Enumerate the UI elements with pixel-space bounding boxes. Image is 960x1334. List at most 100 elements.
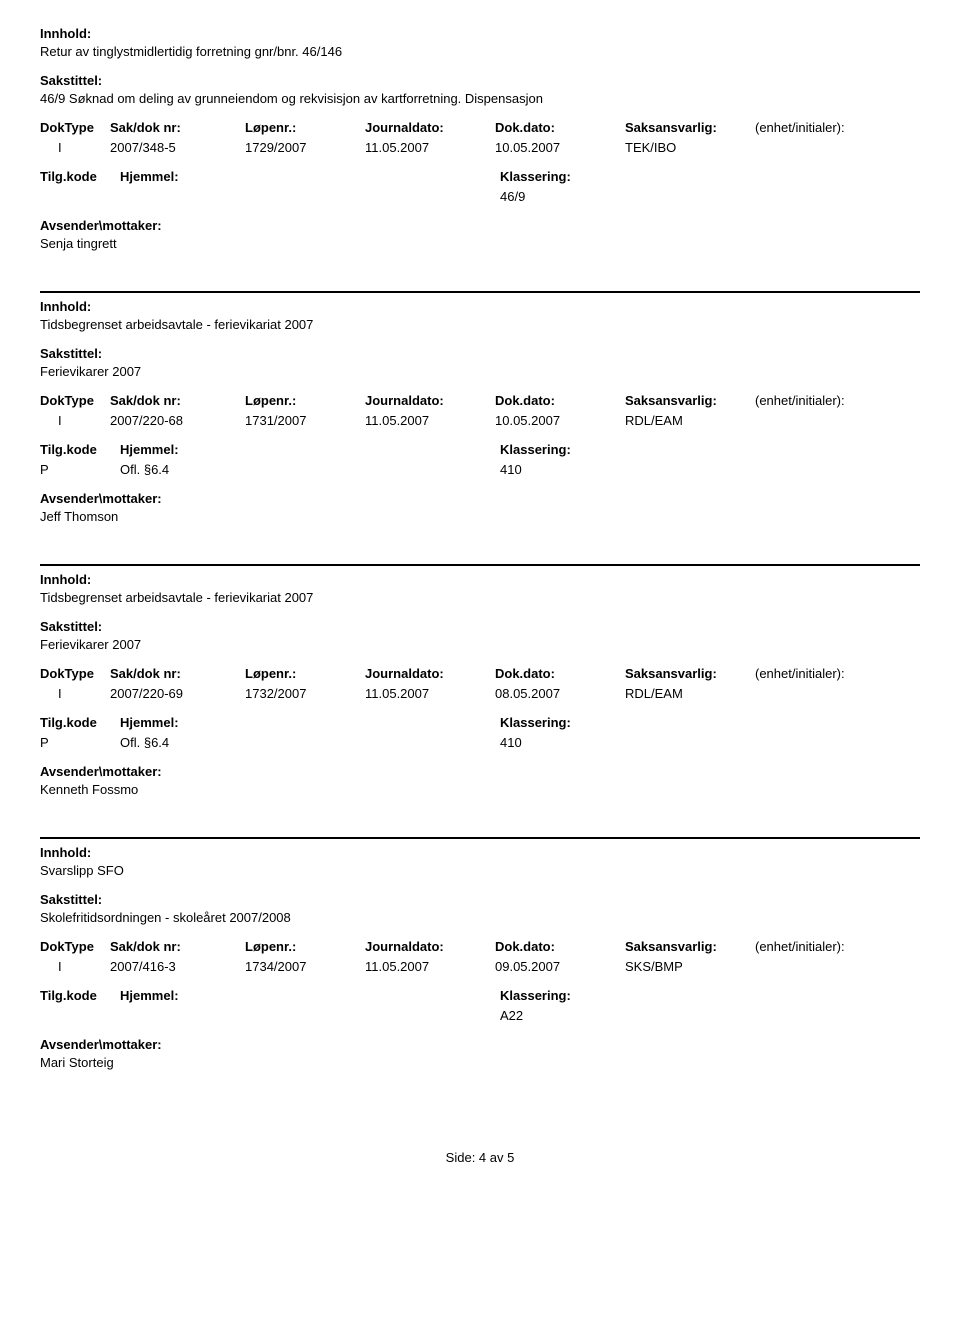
hjemmel-value xyxy=(120,189,500,204)
tilgkode-label: Tilg.kode xyxy=(40,442,120,457)
saksansvarlig-value: RDL/EAM xyxy=(625,413,755,428)
dokdato-value: 10.05.2007 xyxy=(495,413,625,428)
journaldato-value: 11.05.2007 xyxy=(365,413,495,428)
avsender-value: Senja tingrett xyxy=(40,236,920,251)
sakdok-value: 2007/220-69 xyxy=(110,686,245,701)
dokdato-label: Dok.dato: xyxy=(495,393,625,408)
avsender-label: Avsender\mottaker: xyxy=(40,491,920,506)
journal-entry: Innhold: Svarslipp SFO Sakstittel: Skole… xyxy=(40,837,920,1070)
sakdok-label: Sak/dok nr: xyxy=(110,393,245,408)
sakstittel-label: Sakstittel: xyxy=(40,73,920,88)
sakstittel-label: Sakstittel: xyxy=(40,346,920,361)
journaldato-label: Journaldato: xyxy=(365,393,495,408)
journaldato-value: 11.05.2007 xyxy=(365,140,495,155)
header-row-2: Tilg.kode Hjemmel: Klassering: xyxy=(40,988,920,1006)
klassering-label: Klassering: xyxy=(500,442,920,457)
tilgkode-label: Tilg.kode xyxy=(40,169,120,184)
dokdato-value: 08.05.2007 xyxy=(495,686,625,701)
page-footer: Side: 4 av 5 xyxy=(40,1150,920,1165)
doktype-label: DokType xyxy=(40,666,110,681)
sakdok-value: 2007/220-68 xyxy=(110,413,245,428)
dokdato-label: Dok.dato: xyxy=(495,120,625,135)
enhet-value xyxy=(755,686,920,701)
journaldato-label: Journaldato: xyxy=(365,120,495,135)
values-row-1: I 2007/416-3 1734/2007 11.05.2007 09.05.… xyxy=(40,959,920,974)
sakstittel-value: Ferievikarer 2007 xyxy=(40,637,920,652)
lopenr-label: Løpenr.: xyxy=(245,939,365,954)
header-row-1: DokType Sak/dok nr: Løpenr.: Journaldato… xyxy=(40,666,920,684)
avsender-value: Jeff Thomson xyxy=(40,509,920,524)
avsender-label: Avsender\mottaker: xyxy=(40,764,920,779)
doktype-value: I xyxy=(40,686,110,701)
header-row-2: Tilg.kode Hjemmel: Klassering: xyxy=(40,169,920,187)
tilgkode-value: P xyxy=(40,735,120,750)
values-row-1: I 2007/220-69 1732/2007 11.05.2007 08.05… xyxy=(40,686,920,701)
innhold-label: Innhold: xyxy=(40,572,920,587)
lopenr-value: 1732/2007 xyxy=(245,686,365,701)
lopenr-value: 1729/2007 xyxy=(245,140,365,155)
tilgkode-value xyxy=(40,1008,120,1023)
klassering-value: 410 xyxy=(500,735,920,750)
hjemmel-label: Hjemmel: xyxy=(120,715,500,730)
innhold-value: Tidsbegrenset arbeidsavtale - ferievikar… xyxy=(40,590,920,605)
sakstittel-value: Ferievikarer 2007 xyxy=(40,364,920,379)
sakstittel-value: 46/9 Søknad om deling av grunneiendom og… xyxy=(40,91,920,106)
journal-entry: Innhold: Tidsbegrenset arbeidsavtale - f… xyxy=(40,291,920,524)
lopenr-label: Løpenr.: xyxy=(245,666,365,681)
innhold-value: Tidsbegrenset arbeidsavtale - ferievikar… xyxy=(40,317,920,332)
tilgkode-value: P xyxy=(40,462,120,477)
klassering-label: Klassering: xyxy=(500,988,920,1003)
lopenr-label: Løpenr.: xyxy=(245,393,365,408)
innhold-value: Svarslipp SFO xyxy=(40,863,920,878)
dokdato-value: 10.05.2007 xyxy=(495,140,625,155)
sakdok-label: Sak/dok nr: xyxy=(110,666,245,681)
journal-entry: Innhold: Tidsbegrenset arbeidsavtale - f… xyxy=(40,564,920,797)
sakdok-label: Sak/dok nr: xyxy=(110,120,245,135)
hjemmel-label: Hjemmel: xyxy=(120,442,500,457)
enhet-value xyxy=(755,959,920,974)
klassering-value: A22 xyxy=(500,1008,920,1023)
lopenr-value: 1731/2007 xyxy=(245,413,365,428)
values-row-2: A22 xyxy=(40,1008,920,1023)
avsender-label: Avsender\mottaker: xyxy=(40,1037,920,1052)
journaldato-label: Journaldato: xyxy=(365,666,495,681)
journaldato-label: Journaldato: xyxy=(365,939,495,954)
hjemmel-value: Ofl. §6.4 xyxy=(120,735,500,750)
doktype-label: DokType xyxy=(40,393,110,408)
hjemmel-label: Hjemmel: xyxy=(120,988,500,1003)
avsender-value: Mari Storteig xyxy=(40,1055,920,1070)
tilgkode-label: Tilg.kode xyxy=(40,988,120,1003)
header-row-2: Tilg.kode Hjemmel: Klassering: xyxy=(40,442,920,460)
klassering-value: 410 xyxy=(500,462,920,477)
innhold-label: Innhold: xyxy=(40,299,920,314)
hjemmel-value xyxy=(120,1008,500,1023)
enhet-label: (enhet/initialer): xyxy=(755,666,920,684)
sakstittel-label: Sakstittel: xyxy=(40,619,920,634)
klassering-label: Klassering: xyxy=(500,715,920,730)
saksansvarlig-label: Saksansvarlig: xyxy=(625,120,755,135)
values-row-1: I 2007/220-68 1731/2007 11.05.2007 10.05… xyxy=(40,413,920,428)
values-row-2: P Ofl. §6.4 410 xyxy=(40,735,920,750)
lopenr-value: 1734/2007 xyxy=(245,959,365,974)
values-row-1: I 2007/348-5 1729/2007 11.05.2007 10.05.… xyxy=(40,140,920,155)
doktype-value: I xyxy=(40,959,110,974)
saksansvarlig-value: RDL/EAM xyxy=(625,686,755,701)
enhet-label: (enhet/initialer): xyxy=(755,939,920,957)
tilgkode-value xyxy=(40,189,120,204)
dokdato-value: 09.05.2007 xyxy=(495,959,625,974)
saksansvarlig-value: SKS/BMP xyxy=(625,959,755,974)
doktype-label: DokType xyxy=(40,939,110,954)
dokdato-label: Dok.dato: xyxy=(495,666,625,681)
enhet-label: (enhet/initialer): xyxy=(755,120,920,138)
innhold-value: Retur av tinglystmidlertidig forretning … xyxy=(40,44,920,59)
saksansvarlig-value: TEK/IBO xyxy=(625,140,755,155)
sakstittel-label: Sakstittel: xyxy=(40,892,920,907)
sakdok-value: 2007/416-3 xyxy=(110,959,245,974)
saksansvarlig-label: Saksansvarlig: xyxy=(625,666,755,681)
doktype-label: DokType xyxy=(40,120,110,135)
tilgkode-label: Tilg.kode xyxy=(40,715,120,730)
journal-entry: Innhold: Retur av tinglystmidlertidig fo… xyxy=(40,20,920,251)
doktype-value: I xyxy=(40,140,110,155)
klassering-value: 46/9 xyxy=(500,189,920,204)
lopenr-label: Løpenr.: xyxy=(245,120,365,135)
